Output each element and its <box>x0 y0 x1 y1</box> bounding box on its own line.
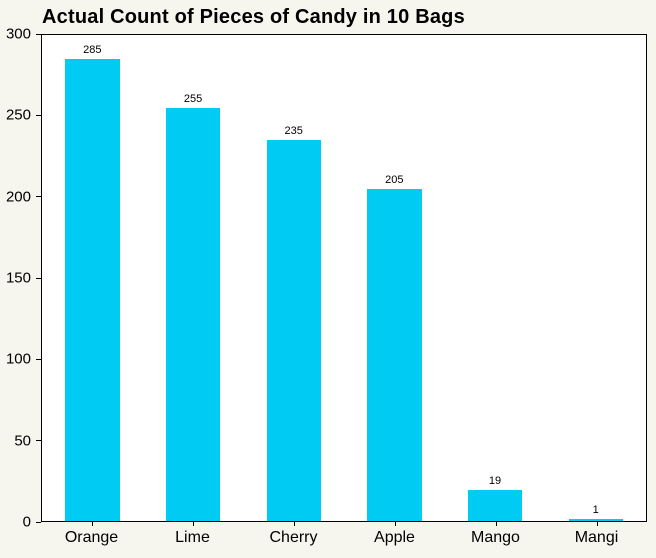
bar-slot-cherry: 235 <box>243 35 344 521</box>
y-tick-mark <box>36 358 41 360</box>
x-tick-mark <box>596 522 598 526</box>
bar-cherry[interactable] <box>266 140 321 521</box>
y-tick-label: 50 <box>14 432 31 450</box>
y-tick-label: 0 <box>22 513 31 531</box>
x-tick-label-lime: Lime <box>175 529 210 546</box>
bar-value-label: 1 <box>592 504 599 517</box>
y-tick-mark <box>36 114 41 116</box>
bar-slot-mango: 19 <box>445 35 546 521</box>
bar-value-label: 255 <box>183 92 203 105</box>
x-tick-label-orange: Orange <box>64 529 119 546</box>
x-axis: Orange Lime Cherry Apple Mango Mangi <box>41 524 647 552</box>
bar-lime[interactable] <box>165 107 221 521</box>
bar-value-label: 205 <box>385 173 404 186</box>
x-tick-label-cherry: Cherry <box>269 529 318 546</box>
bar-value-label: 285 <box>83 44 102 57</box>
bar-mangi[interactable] <box>568 519 623 521</box>
bar-apple[interactable] <box>367 188 422 521</box>
bar-slot-mangi: 1 <box>545 35 646 521</box>
plot-area: 285 255 235 205 19 1 <box>41 34 647 522</box>
y-tick-mark <box>36 33 41 35</box>
x-tick-mark <box>293 522 295 526</box>
x-tick-label-mangi: Mangi <box>574 529 619 546</box>
bar-mango[interactable] <box>467 490 523 521</box>
y-tick-label: 300 <box>5 25 31 43</box>
y-axis: 0 50 100 150 200 250 300 <box>0 27 41 530</box>
x-tick-label-mango: Mango <box>471 529 520 546</box>
chart-title: Actual Count of Pieces of Candy in 10 Ba… <box>42 6 465 28</box>
y-tick-label: 150 <box>5 269 31 287</box>
y-tick-mark <box>36 521 41 523</box>
y-tick-mark <box>36 277 41 279</box>
x-tick-mark <box>394 522 396 526</box>
y-tick-label: 100 <box>5 350 31 368</box>
bar-slot-apple: 205 <box>344 35 445 521</box>
y-tick-label: 200 <box>5 188 31 206</box>
bar-value-label: 19 <box>488 475 502 488</box>
x-tick-label-apple: Apple <box>374 529 415 546</box>
bar-value-label: 235 <box>284 125 303 138</box>
bar-slot-orange: 285 <box>42 35 143 521</box>
x-tick-mark <box>91 522 93 526</box>
bar-orange[interactable] <box>65 59 120 521</box>
y-tick-mark <box>36 440 41 442</box>
x-tick-mark <box>495 522 497 526</box>
x-tick-mark <box>192 522 194 526</box>
y-tick-label: 250 <box>5 106 31 124</box>
bar-slot-lime: 255 <box>143 35 244 521</box>
y-tick-mark <box>36 196 41 198</box>
